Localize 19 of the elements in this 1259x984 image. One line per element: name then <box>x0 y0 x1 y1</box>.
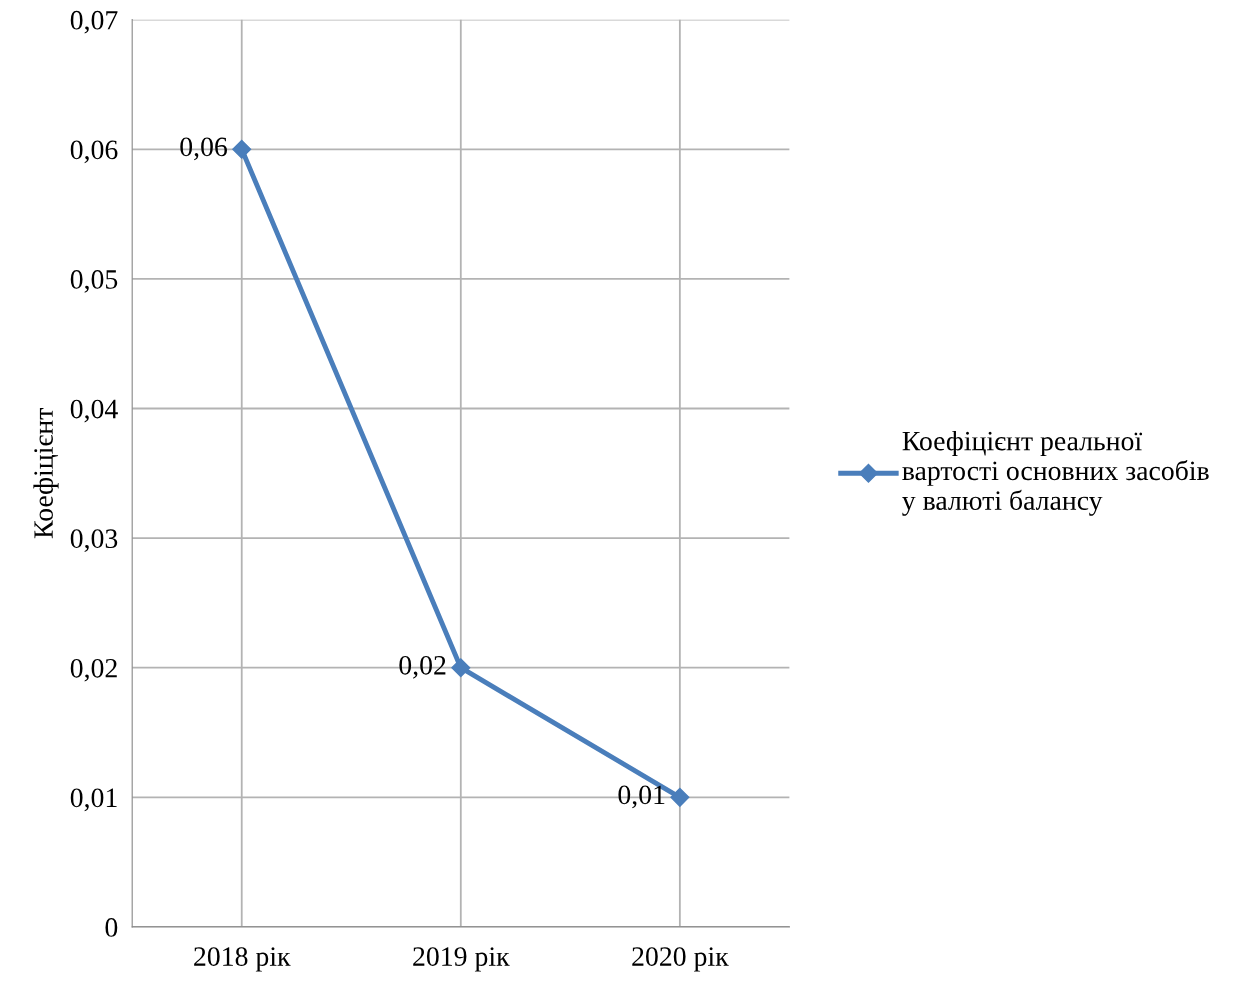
y-tick-label: 0,06 <box>70 140 118 164</box>
point <box>670 787 690 807</box>
data-label: 0,06 <box>180 137 228 161</box>
data-label: 0,02 <box>399 655 446 679</box>
y-tick-label: 0,03 <box>70 529 118 553</box>
y-tick-label: 0,01 <box>70 788 117 812</box>
x-tick-label: 2019 рік <box>413 947 510 972</box>
x-tick-label: 2020 рік <box>632 947 729 972</box>
point <box>232 139 252 159</box>
y-tick-label: 0 <box>105 918 118 937</box>
data-label: 0,01 <box>618 785 665 809</box>
legend-label: Коефіцієнт реальної вартості основних засобів у валюті балансу <box>902 430 1209 516</box>
point <box>451 658 471 678</box>
y-tick-label: 0,04 <box>70 399 118 423</box>
y-tick-label: 0,02 <box>70 658 117 682</box>
y-tick-label: 0,05 <box>70 270 118 293</box>
y-axis-title: Коефіцієнт <box>33 408 59 539</box>
y-tick-label: 0,07 <box>70 10 118 34</box>
x-tick-label: 2018 рік <box>194 947 291 972</box>
